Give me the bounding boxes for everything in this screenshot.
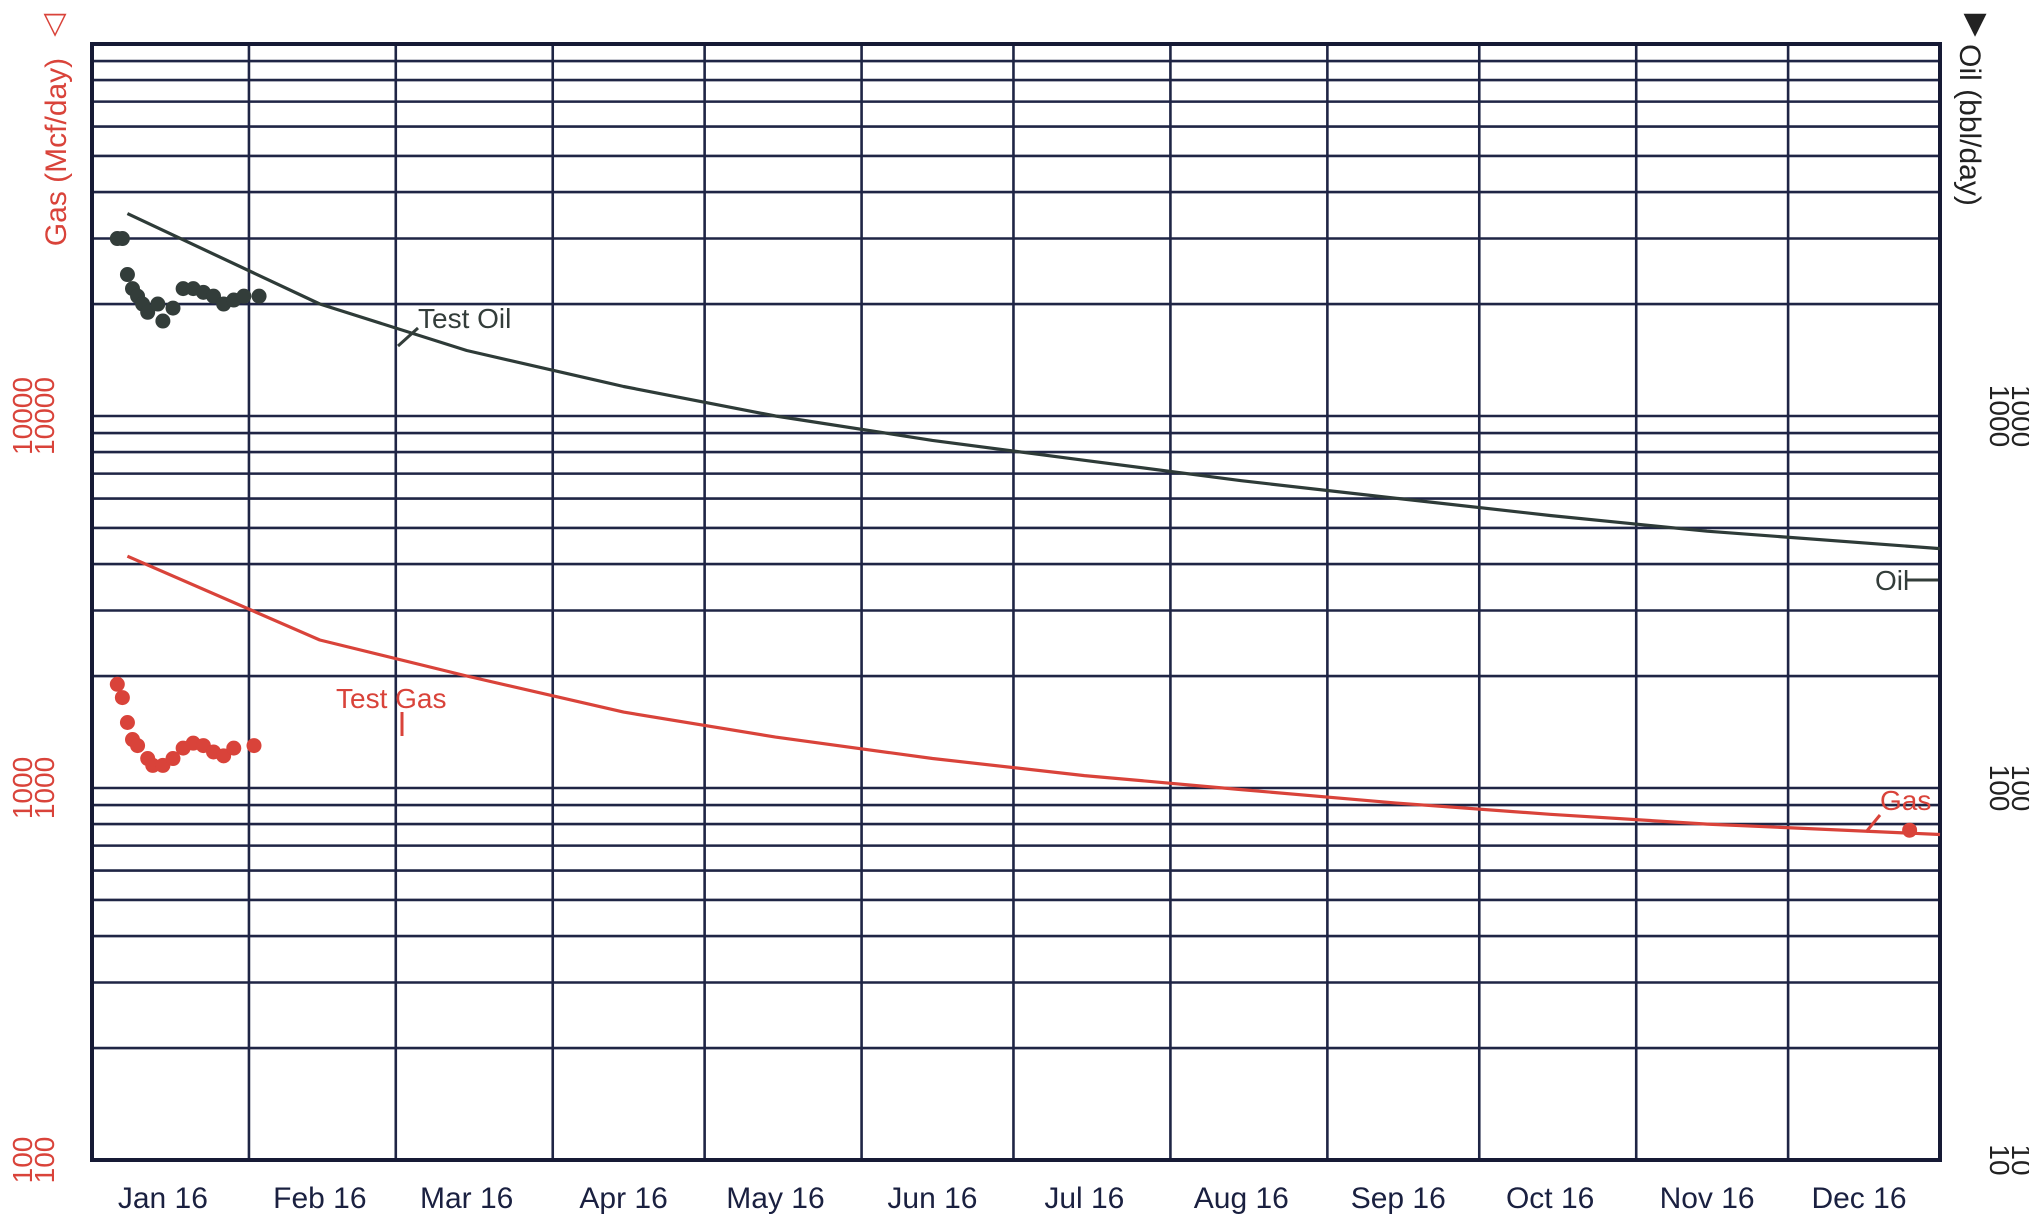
series-annotations: Test Oil Test Gas Oil Gas: [336, 303, 1938, 833]
test-oil-point: [150, 296, 166, 312]
test-gas-point: [216, 748, 232, 764]
y-left-tick-label: 1000: [29, 757, 60, 819]
test-oil-point: [155, 313, 171, 329]
x-tick-label: Dec 16: [1811, 1182, 1906, 1215]
test-gas-point: [109, 676, 125, 692]
test-gas-point: [114, 690, 130, 706]
y-right-tick-label: 1000: [2006, 385, 2029, 447]
oil-series-line: [126, 212, 1941, 551]
series-points: [109, 231, 1918, 838]
test-oil-point: [165, 300, 181, 316]
test-gas-point: [226, 740, 242, 756]
series-lines: [126, 212, 1941, 837]
x-tick-label: May 16: [726, 1182, 824, 1215]
plot-frame-rect: [90, 42, 1942, 1162]
gas-annotation: Gas: [1880, 785, 1931, 816]
y-right-tick-label: 100: [1984, 765, 2015, 812]
horizontal-gridlines: [92, 59, 1940, 1050]
test-oil-point: [206, 288, 222, 304]
oil-annotation: Oil: [1875, 565, 1909, 596]
gas-point: [1902, 822, 1918, 838]
test-gas-point: [130, 738, 146, 754]
test-oil-point: [114, 231, 130, 247]
x-tick-label: Mar 16: [420, 1182, 513, 1215]
x-tick-labels: Jan 16 Feb 16 Mar 16 Apr 16 May 16 Jun 16 Jul …: [118, 1182, 1907, 1215]
test-oil-point: [236, 288, 252, 304]
test-gas-point: [119, 714, 135, 730]
y-right-axis-title: Oil (bbl/day): [1953, 44, 1986, 206]
x-tick-label: Jan 16: [118, 1182, 208, 1215]
plot-frame: [90, 42, 1942, 1162]
y-left-tick-label: 100: [29, 1137, 60, 1184]
y-right-tick-label: 1000: [1984, 385, 2015, 447]
x-tick-label: Aug 16: [1194, 1182, 1289, 1215]
vertical-gridlines: [247, 44, 1790, 1160]
x-tick-label: Nov 16: [1660, 1182, 1755, 1215]
x-tick-label: Feb 16: [273, 1182, 366, 1215]
y-left-tick-label: 100: [7, 1137, 38, 1184]
test-gas-point: [246, 738, 262, 754]
gas-leader: [1864, 814, 1882, 833]
test-oil-leader: [396, 326, 420, 348]
x-tick-label: Jul 16: [1044, 1182, 1124, 1215]
x-tick-label: Oct 16: [1506, 1182, 1594, 1215]
x-tick-label: Apr 16: [579, 1182, 667, 1215]
y-left-axis-title: Gas (Mcf/day): [40, 58, 73, 246]
y-left-tick-label: 10000: [29, 377, 60, 455]
y-left-tick-label: 1000: [7, 757, 38, 819]
y-right-tick-label: 100: [2006, 765, 2029, 812]
test-oil-annotation: Test Oil: [418, 303, 511, 334]
test-oil-point: [119, 267, 135, 283]
test-oil-point: [251, 288, 267, 304]
y-left-marker-icon: ▽: [43, 6, 66, 41]
y-right-tick-label: 10: [1984, 1144, 2015, 1175]
test-gas-annotation: Test Gas: [336, 683, 446, 714]
x-tick-label: Sep 16: [1351, 1182, 1446, 1215]
x-tick-label: Jun 16: [887, 1182, 977, 1215]
y-right-marker-icon: ▼: [1963, 6, 1986, 41]
y-right-tick-label: 10: [2006, 1144, 2029, 1175]
y-left-tick-label: 10000: [7, 377, 38, 455]
test-gas-point: [165, 751, 181, 767]
gas-series-line: [126, 554, 1941, 837]
test-oil-point: [140, 304, 156, 320]
